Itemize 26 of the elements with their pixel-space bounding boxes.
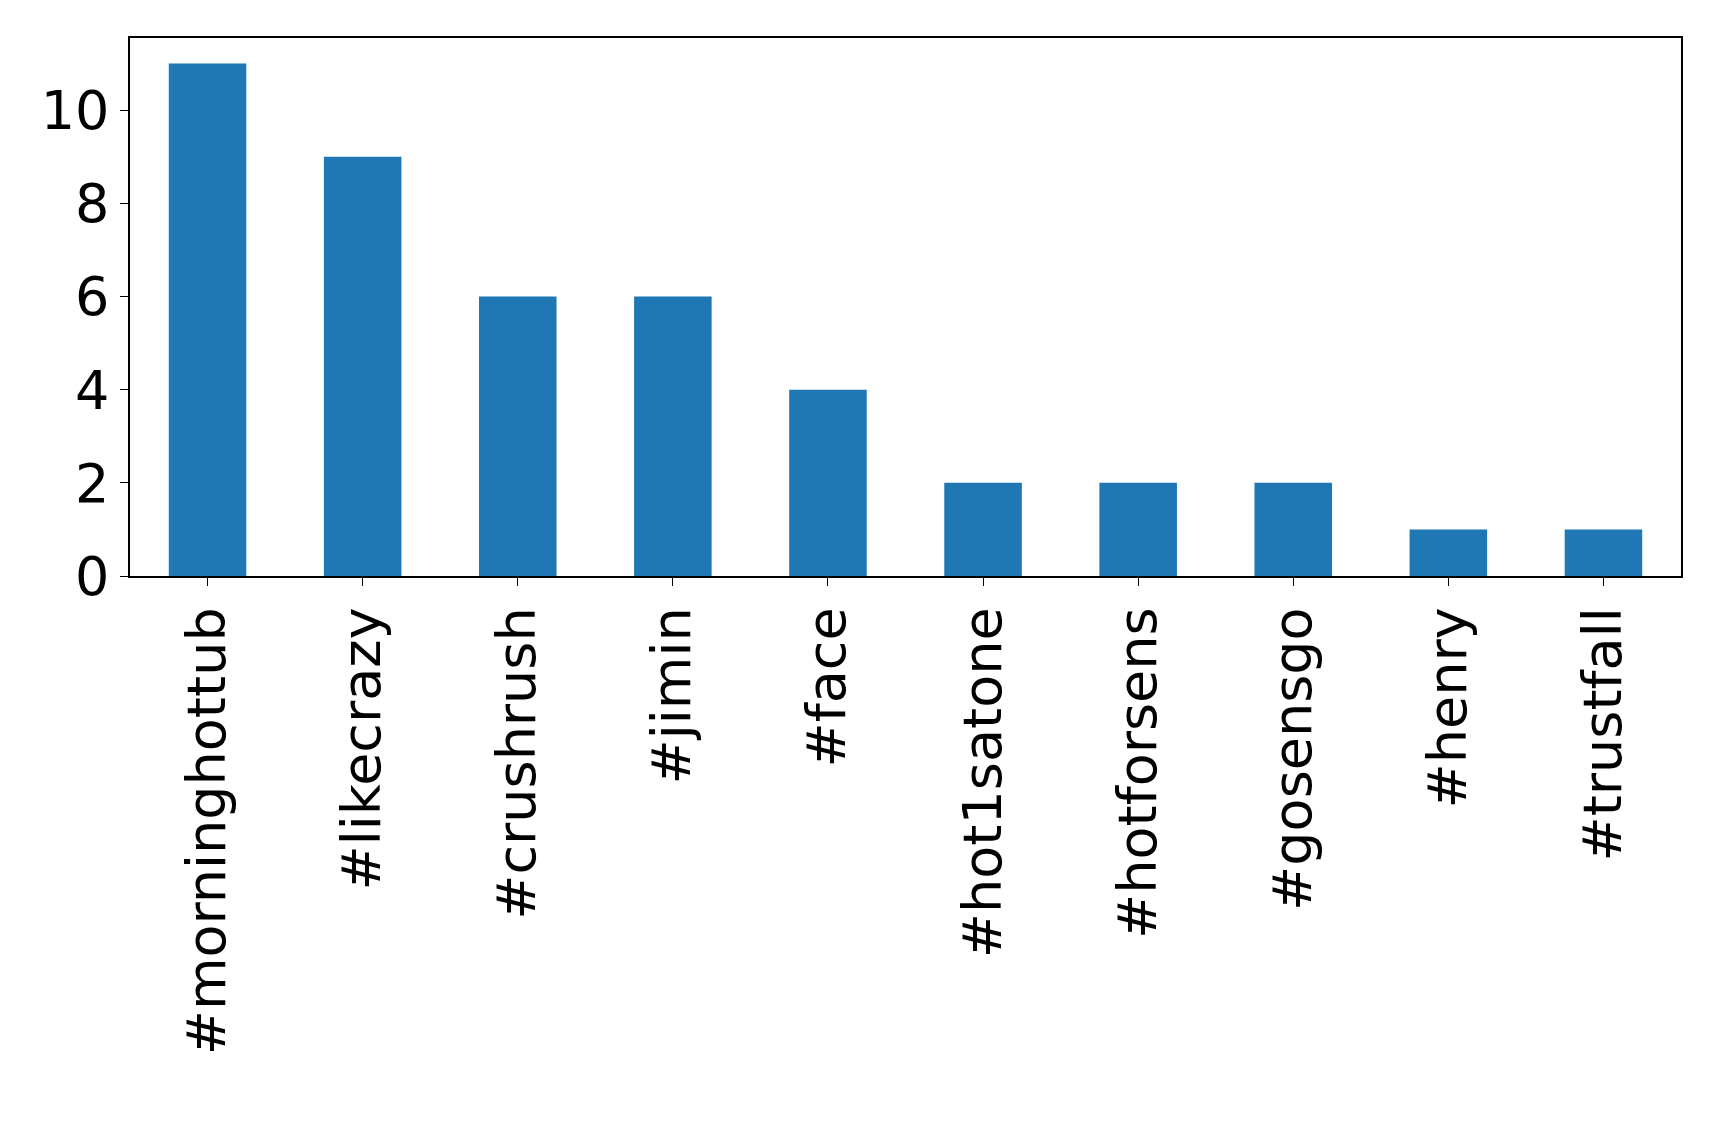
bar	[1099, 482, 1177, 576]
x-tick-label: #jimin	[640, 607, 704, 785]
x-tick-label: #henry	[1415, 607, 1479, 809]
bar	[478, 296, 557, 576]
bar	[1254, 482, 1333, 576]
x-tick-label: #hotforsens	[1105, 607, 1169, 940]
y-tick-label: 6	[75, 265, 110, 329]
x-tick-label: #face	[795, 607, 859, 768]
y-tick-label: 4	[75, 358, 110, 422]
x-tick-label: #morninghottub	[175, 607, 239, 1056]
x-tick-label: #likecrazy	[330, 607, 394, 891]
y-tick-label: 2	[75, 451, 110, 515]
x-tick-label: #hot1satone	[950, 607, 1014, 959]
y-tick-label: 10	[40, 79, 110, 143]
x-tick-label: #gosensgo	[1260, 607, 1324, 911]
bar	[634, 296, 712, 576]
bar	[789, 389, 867, 576]
y-tick-label: 8	[75, 172, 110, 236]
bar	[323, 156, 402, 576]
bar	[1564, 529, 1643, 576]
bar	[944, 482, 1022, 576]
bar	[168, 63, 247, 576]
bar	[1409, 529, 1488, 576]
x-tick-label: #trustfall	[1571, 607, 1634, 862]
y-tick-label: 0	[75, 544, 110, 608]
x-tick-label: #crushrush	[485, 607, 549, 920]
